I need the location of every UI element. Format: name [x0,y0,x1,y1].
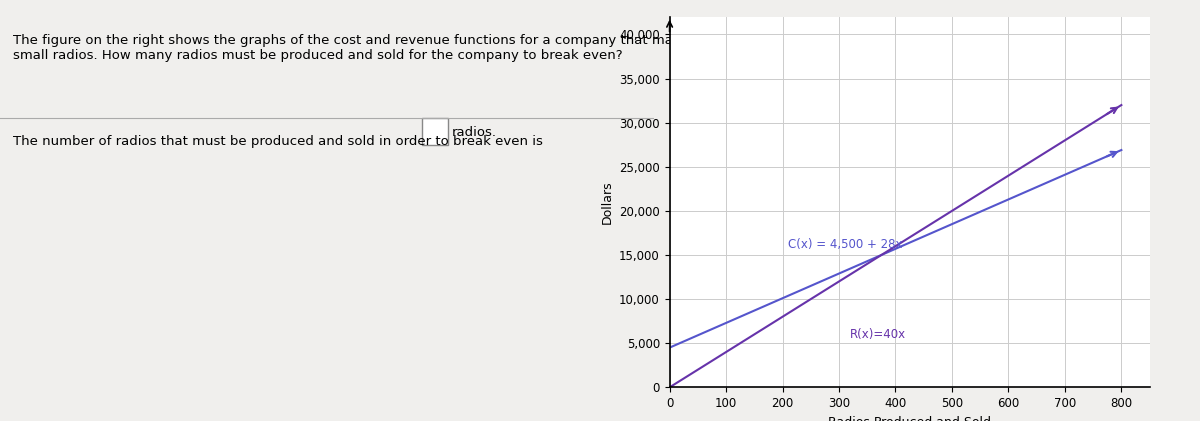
Text: radios.: radios. [451,126,497,139]
X-axis label: Radios Produced and Sold: Radios Produced and Sold [828,416,991,421]
Text: R(x)=40x: R(x)=40x [851,328,906,341]
Y-axis label: Dollars: Dollars [600,180,613,224]
Text: The number of radios that must be produced and sold in order to break even is: The number of radios that must be produc… [13,135,542,148]
Text: C(x) = 4,500 + 28x: C(x) = 4,500 + 28x [788,237,902,250]
Text: The figure on the right shows the graphs of the cost and revenue functions for a: The figure on the right shows the graphs… [13,34,808,62]
FancyBboxPatch shape [422,118,448,145]
